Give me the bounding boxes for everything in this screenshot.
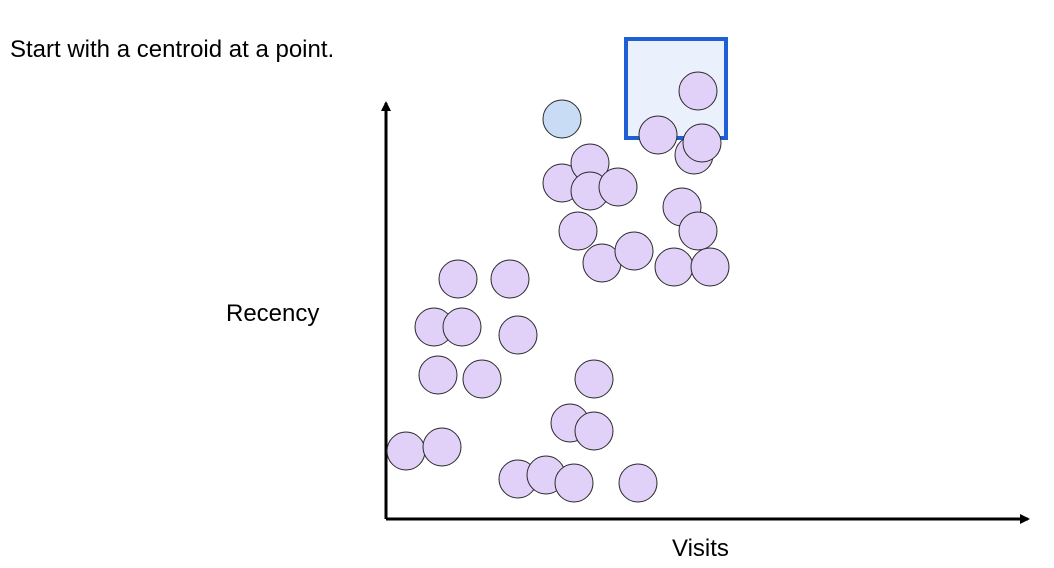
- centroid-point: [542, 99, 582, 139]
- data-point: [690, 247, 730, 287]
- data-point: [418, 355, 458, 395]
- data-point: [614, 231, 654, 271]
- data-point: [678, 211, 718, 251]
- data-point: [678, 71, 718, 111]
- data-point: [638, 115, 678, 155]
- data-point: [598, 167, 638, 207]
- data-point: [618, 463, 658, 503]
- x-axis-label: Visits: [672, 535, 729, 562]
- points-layer: [386, 71, 730, 503]
- caption: Start with a centroid at a point.: [10, 36, 335, 63]
- data-point: [574, 359, 614, 399]
- data-point: [654, 247, 694, 287]
- data-point: [422, 427, 462, 467]
- data-point: [462, 359, 502, 399]
- data-point: [438, 259, 478, 299]
- data-point: [682, 123, 722, 163]
- data-point: [386, 431, 426, 471]
- data-point: [498, 315, 538, 355]
- data-point: [442, 307, 482, 347]
- data-point: [554, 463, 594, 503]
- data-point: [490, 259, 530, 299]
- data-point: [574, 411, 614, 451]
- data-point: [558, 211, 598, 251]
- y-axis-label: Recency: [226, 300, 320, 327]
- centroid-layer: [542, 99, 582, 139]
